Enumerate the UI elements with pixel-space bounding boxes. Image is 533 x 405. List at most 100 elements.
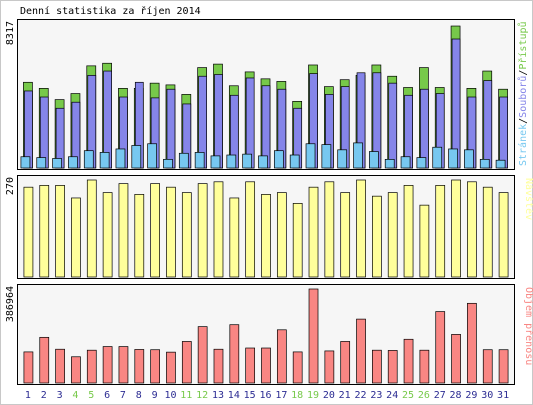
pages-bar <box>115 148 126 169</box>
visits-bar <box>213 181 224 278</box>
visits-bar <box>23 186 34 278</box>
legend-pages: Stránek <box>517 124 529 166</box>
pages-bar <box>20 156 31 169</box>
visits-bar <box>482 186 493 278</box>
visits-bar <box>245 181 256 278</box>
day-label: 22 <box>355 390 367 401</box>
pages-bar <box>258 155 268 169</box>
day-label: 31 <box>497 390 509 401</box>
day-label: 24 <box>386 390 398 401</box>
visits-bar <box>324 181 335 278</box>
legend-sep2: / <box>518 70 529 76</box>
visits-bar <box>150 183 160 278</box>
volume-bar <box>197 326 208 384</box>
day-label: 8 <box>136 390 142 401</box>
visits-bar <box>229 197 240 278</box>
visits-bar <box>39 185 50 278</box>
volume-bar <box>387 350 398 384</box>
volume-bar <box>419 349 430 384</box>
day-label: 4 <box>72 390 78 401</box>
visits-bar <box>292 203 303 278</box>
day-label: 3 <box>57 390 63 401</box>
pages-bar <box>194 152 205 169</box>
volume-bar <box>451 334 461 384</box>
volume-bar <box>276 329 287 384</box>
pages-bar <box>479 158 490 169</box>
volume-bar <box>498 349 509 384</box>
visits-bar <box>403 185 414 278</box>
pages-bar <box>289 154 300 169</box>
day-label: 2 <box>41 390 47 401</box>
day-label: 5 <box>88 390 94 401</box>
day-label: 6 <box>104 390 110 401</box>
files-bar <box>420 88 429 169</box>
files-bar <box>499 96 508 169</box>
files-bar <box>214 74 223 169</box>
visits-bar <box>102 192 113 278</box>
pages-bar <box>36 157 47 169</box>
volume-bar <box>55 348 65 384</box>
pages-bar <box>464 149 474 169</box>
legend-hits: Přístupů <box>517 21 529 69</box>
pages-bar <box>495 159 506 169</box>
volume-bar <box>324 350 335 384</box>
day-label: 21 <box>339 390 351 401</box>
volume-panel: 386964 Objem přenosu <box>5 284 533 385</box>
files-bar <box>166 88 176 169</box>
visits-bar <box>55 185 65 278</box>
pages-bar <box>448 148 458 169</box>
pages-bar <box>242 153 253 169</box>
volume-bar <box>467 302 477 384</box>
volume-bar <box>71 356 81 384</box>
pages-bar <box>68 156 78 169</box>
visits-bar <box>419 204 430 278</box>
pages-bar <box>353 142 363 169</box>
pages-bar <box>369 151 379 169</box>
day-label: 11 <box>180 390 192 401</box>
volume-bar <box>213 348 224 384</box>
day-label: 15 <box>244 390 256 401</box>
pages-bar <box>210 155 221 169</box>
day-label: 18 <box>291 390 303 401</box>
visits-bar <box>261 194 271 278</box>
volume-bar <box>403 338 414 384</box>
day-label: 10 <box>164 390 176 401</box>
day-label: 1 <box>25 390 31 401</box>
ymax-label: 270 <box>5 177 16 195</box>
files-bar <box>483 80 493 169</box>
day-label: 28 <box>450 390 462 401</box>
volume-bar <box>482 349 493 384</box>
volume-bar <box>261 347 271 384</box>
visits-bar <box>71 197 81 278</box>
visits-bar <box>372 195 382 278</box>
pages-bar <box>432 146 443 169</box>
visits-bar <box>86 179 97 278</box>
day-label: 26 <box>418 390 430 401</box>
volume-bar <box>181 341 192 384</box>
day-label: 17 <box>275 390 287 401</box>
visits-bar <box>308 186 319 278</box>
day-label: 7 <box>120 390 126 401</box>
pages-bar <box>52 158 62 169</box>
day-label: 14 <box>228 390 240 401</box>
visits-bar <box>451 179 461 278</box>
ymax-label: 386964 <box>5 286 16 322</box>
volume-bar <box>229 324 240 384</box>
day-label: 25 <box>402 390 414 401</box>
day-label: 29 <box>465 390 477 401</box>
day-label: 19 <box>307 390 319 401</box>
pages-bar <box>178 152 189 169</box>
ymax-label: 8317 <box>5 21 16 45</box>
day-label: 13 <box>212 390 224 401</box>
visits-bar <box>197 183 208 278</box>
pages-bar <box>400 156 411 169</box>
visits-bar <box>498 192 509 278</box>
hits-legend: Stránek/Souborů/Přístupů <box>517 21 529 166</box>
pages-bar <box>226 154 237 169</box>
volume-bar <box>134 349 145 384</box>
pages-bar <box>273 150 284 169</box>
pages-bar <box>131 145 142 169</box>
